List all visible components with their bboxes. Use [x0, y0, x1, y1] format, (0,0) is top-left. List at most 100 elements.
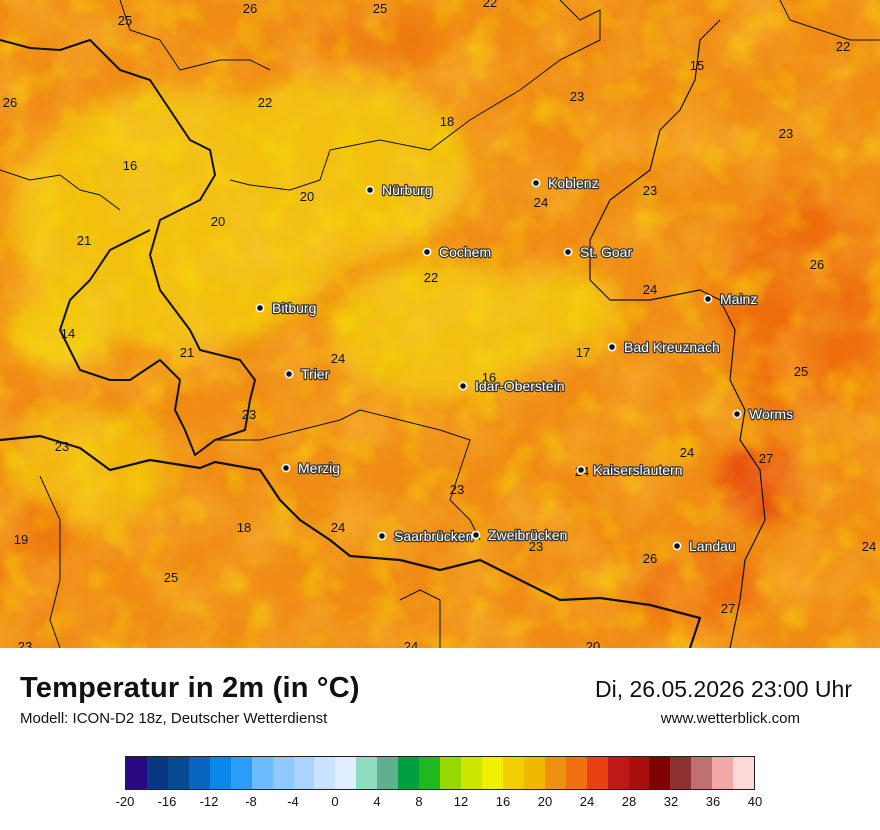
temperature-value: 26 [243, 1, 257, 16]
color-scale-swatch [628, 757, 650, 789]
temperature-value: 24 [643, 282, 657, 297]
city-dot [471, 530, 481, 540]
temperature-value: 25 [794, 364, 808, 379]
temperature-map: 25 26 25 22 22 15 26 22 23 18 23 16 23 20 24 20 21 22 26 24… [0, 0, 880, 648]
color-scale-tick-label: 16 [495, 794, 511, 809]
temperature-value: 17 [576, 345, 590, 360]
temperature-value: 23 [450, 482, 464, 497]
color-scale-swatch [293, 757, 315, 789]
temperature-value: 16 [482, 370, 496, 385]
temperature-value: 23 [643, 183, 657, 198]
color-scale-swatch [314, 757, 336, 789]
color-scale-swatch [586, 757, 608, 789]
color-scale-tick-label: 28 [621, 794, 637, 809]
temperature-value: 22 [258, 95, 272, 110]
color-scale-swatch [398, 757, 420, 789]
color-scale-swatch [377, 757, 399, 789]
temperature-value: 20 [300, 189, 314, 204]
color-scale-tick-label: -20 [115, 794, 135, 809]
city-dot [672, 541, 682, 551]
temperature-value: 18 [440, 114, 454, 129]
temperature-value: 22 [424, 270, 438, 285]
color-scale-swatch [167, 757, 189, 789]
city-label: Trier [301, 366, 330, 382]
color-scale-swatch [419, 757, 441, 789]
city-markers: Nürburg Koblenz Cochem St. Goar Mainz Bitburg… [255, 174, 794, 555]
color-scale-swatch [502, 757, 524, 789]
color-scale-swatch [607, 757, 629, 789]
temperature-value: 24 [331, 351, 345, 366]
city-label: Merzig [298, 460, 340, 476]
website-label: www.wetterblick.com [660, 710, 800, 727]
temperature-value: 24 [680, 445, 694, 460]
color-scale-swatch [523, 757, 545, 789]
color-scale-tick-label: -4 [287, 794, 299, 809]
city-label: Zweibrücken [488, 527, 567, 543]
color-scale-tick-label: -12 [199, 794, 219, 809]
city-dot [607, 342, 617, 352]
temperature-value: 24 [534, 195, 548, 210]
temperature-value: 25 [164, 570, 178, 585]
city-dot [703, 294, 713, 304]
city-dot [732, 409, 742, 419]
city-label: Cochem [439, 244, 491, 260]
color-scale-swatch [272, 757, 294, 789]
footer: Temperatur in 2m (in °C) Modell: ICON-D2… [0, 648, 880, 830]
city-label: Worms [749, 406, 793, 422]
temperature-value: 14 [61, 326, 75, 341]
city-dot [576, 465, 586, 475]
color-scale-swatch [691, 757, 713, 789]
temperature-value: 18 [237, 520, 251, 535]
temperature-value: 23 [529, 539, 543, 554]
temperature-value: 24 [331, 520, 345, 535]
forecast-datetime: Di, 26.05.2026 23:00 Uhr [594, 676, 852, 702]
color-scale-swatch [146, 757, 168, 789]
city-label: Idar-Oberstein [475, 378, 564, 394]
city-dot [281, 463, 291, 473]
color-scale-tick-label: -8 [245, 794, 257, 809]
temperature-value: 27 [759, 451, 773, 466]
color-scale-tick-label: 12 [453, 794, 469, 809]
city-dot [531, 178, 541, 188]
city-dot [458, 381, 468, 391]
color-scale-swatch [461, 757, 482, 789]
color-scale-swatch [230, 757, 252, 789]
temperature-value: 27 [721, 601, 735, 616]
color-scale-tick-label: 20 [537, 794, 553, 809]
color-scale-swatch [251, 757, 273, 789]
city-label: Bitburg [272, 300, 316, 316]
color-scale-swatch [335, 757, 357, 789]
temperature-value: 25 [373, 1, 387, 16]
color-scale-tick-label: 36 [705, 794, 721, 809]
city-dot [563, 247, 573, 257]
city-dot [255, 303, 265, 313]
color-scale-swatch [209, 757, 231, 789]
color-scale-swatch [649, 757, 671, 789]
temperature-value: 26 [810, 257, 824, 272]
temperature-value: 16 [123, 158, 137, 173]
temperature-value: 24 [404, 639, 418, 648]
color-scale-swatch [565, 757, 587, 789]
color-scale-swatch [356, 757, 378, 789]
national-border-north [0, 39, 256, 456]
temperature-value: 22 [836, 39, 850, 54]
temperature-value: 24 [862, 539, 876, 554]
color-scale-swatch [126, 757, 147, 789]
city-label: Landau [689, 538, 736, 554]
temperature-value: 23 [242, 407, 256, 422]
temperature-value: 23 [570, 89, 584, 104]
borders [0, 0, 880, 648]
color-scale-swatch [733, 757, 755, 789]
city-label: Koblenz [548, 175, 599, 191]
temperature-value: 23 [18, 639, 32, 648]
color-scale-tick-label: 40 [747, 794, 763, 809]
color-scale-tick-label: 8 [415, 794, 423, 809]
city-dot [365, 185, 375, 195]
temperature-value: 19 [14, 532, 28, 547]
color-scale-tick-label: 4 [373, 794, 381, 809]
temperature-value: 26 [643, 551, 657, 566]
city-label: Saarbrücken [394, 528, 473, 544]
city-label: Kaiserslautern [593, 462, 683, 478]
temperature-value: 22 [483, 0, 497, 10]
city-dot [284, 369, 294, 379]
